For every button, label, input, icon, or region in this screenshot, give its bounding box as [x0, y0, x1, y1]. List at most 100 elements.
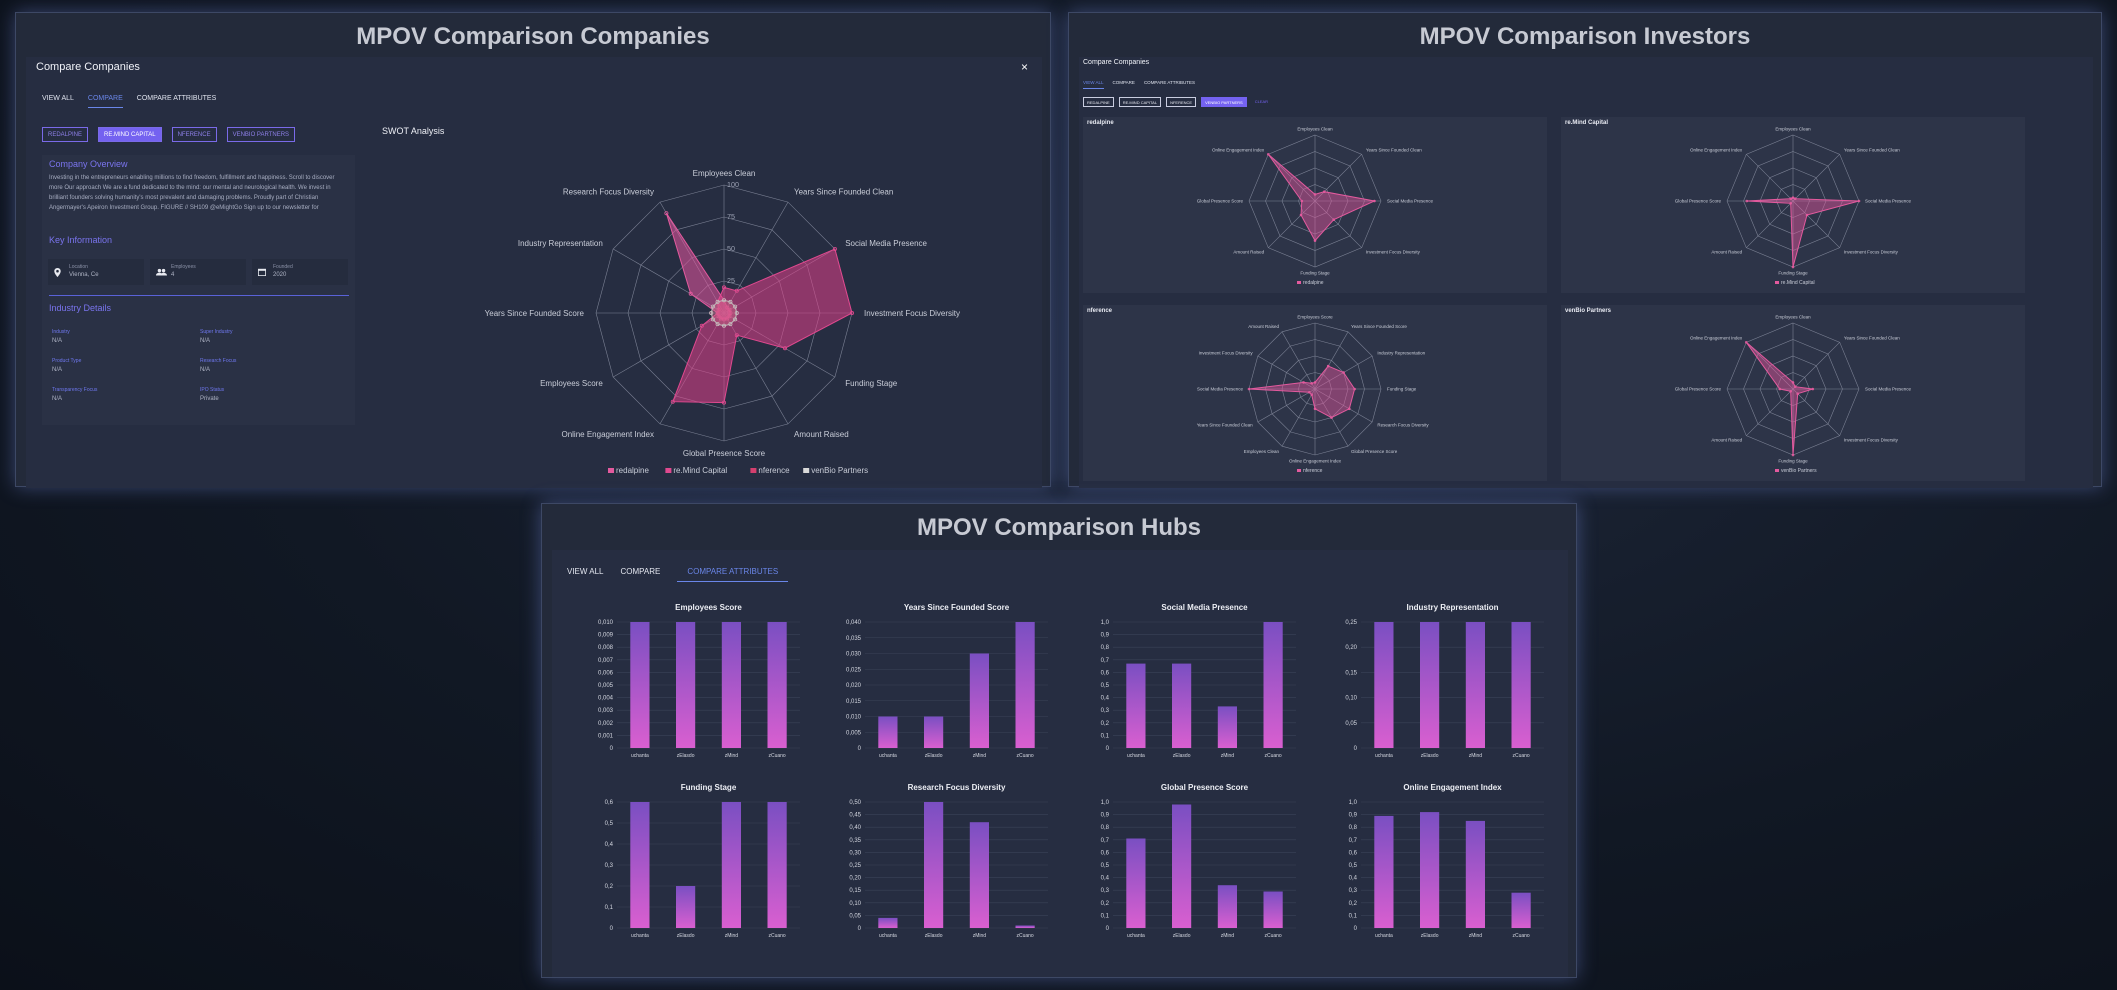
radar-point — [1789, 197, 1793, 200]
x-tick-label: zElasdo — [1421, 753, 1439, 759]
x-tick-label: zElasdo — [677, 753, 695, 759]
industry-heading: Industry Details — [49, 303, 112, 313]
bar-zelasdo — [1420, 812, 1440, 928]
tab-view-all[interactable]: VIEW ALL — [42, 95, 74, 102]
y-tick-label: 0,1 — [605, 905, 614, 911]
bar-zcuano — [767, 622, 787, 748]
y-tick-label: 0 — [610, 746, 614, 752]
bar-zmind — [721, 622, 741, 748]
hubs-panel-title: MPOV Comparison Hubs — [916, 514, 1202, 541]
bar-uchanta — [1126, 838, 1146, 928]
tab-compare-attributes[interactable]: COMPARE ATTRIBUTES — [136, 95, 217, 102]
radar-card-redalpine: redalpine Employees Clean Years Since Fou… — [1083, 117, 1547, 293]
chip-remind-capital[interactable]: RE.MIND CAPITAL — [1118, 97, 1162, 107]
y-tick-label: 0,020 — [846, 683, 862, 689]
y-tick-label: 0,1 — [1101, 913, 1110, 919]
legend-swatch — [608, 468, 614, 473]
x-tick-label: zCuano — [1264, 753, 1281, 759]
overview-text: Investing in the entrepreneurs enabling … — [49, 175, 335, 211]
radar-tick-label: 25 — [727, 276, 735, 285]
chart-title: Social Media Presence — [1161, 603, 1248, 612]
x-tick-label: zMind — [1221, 933, 1235, 939]
x-tick-label: zMind — [973, 753, 987, 759]
close-icon[interactable]: × — [1020, 60, 1028, 74]
radar-point — [709, 310, 714, 315]
bar-chart-years-since-founded-score: Years Since Founded Score 0,040 0,035 0,030… — [846, 603, 1048, 759]
chip-nference[interactable]: NFERENCE — [171, 127, 217, 142]
tab-compare-attributes[interactable]: COMPARE ATTRIBUTES — [1143, 80, 1196, 85]
bar-uchanta — [1374, 622, 1394, 748]
y-tick-label: 0,9 — [1101, 633, 1110, 639]
key-info-employees: Employees 4 — [150, 259, 246, 285]
chip-remind-capital[interactable]: RE.MIND CAPITAL — [98, 127, 162, 142]
chip-redalpine[interactable]: REDALPINE — [1083, 97, 1114, 107]
radar-axis-label: Investment Focus Diversity — [1844, 438, 1899, 443]
x-tick-label: zElasdo — [925, 753, 943, 759]
radar-point — [1794, 385, 1797, 388]
tab-compare[interactable]: COMPARE — [87, 95, 123, 108]
radar-point — [1267, 152, 1270, 156]
radar-axis-label: Years Since Founded Clean — [1844, 148, 1900, 153]
chip-venbio-partners[interactable]: VENBIO PARTNERS — [1201, 97, 1247, 107]
investors-panel-title: MPOV Comparison Investors — [1419, 23, 1751, 50]
x-tick-label: zMind — [973, 933, 987, 939]
industry-value: N/A — [52, 338, 63, 344]
radar-axis-label: Online Engagement Index — [561, 430, 654, 439]
radar-point — [1857, 199, 1861, 203]
radar-axis-label: Years Since Founded Score — [485, 309, 585, 318]
radar-point — [664, 211, 669, 216]
y-tick-label: 0 — [1354, 746, 1358, 752]
clear-button[interactable]: CLEAR — [1254, 99, 1269, 104]
ipo-status-label: IPO Status — [200, 387, 225, 393]
tab-view-all[interactable]: VIEW ALL — [567, 567, 604, 576]
radar-spoke — [1281, 331, 1316, 390]
tab-compare[interactable]: COMPARE — [620, 567, 661, 576]
chip-venbio-partners[interactable]: VENBIO PARTNERS — [226, 127, 296, 142]
legend-label-venbio-partners: venBio Partners — [811, 466, 868, 475]
radar-point — [733, 317, 738, 322]
radar-spoke — [1792, 342, 1840, 390]
y-tick-label: 0,35 — [849, 838, 861, 844]
bar-chart-research-focus-diversity: Research Focus Diversity 0,50 0,45 0,40 0,35… — [849, 783, 1048, 939]
y-tick-label: 0,005 — [598, 683, 614, 689]
radar-point — [1323, 190, 1326, 193]
y-tick-label: 0,2 — [1101, 901, 1110, 907]
y-tick-label: 0,9 — [1101, 813, 1110, 819]
y-tick-label: 1,0 — [1101, 620, 1110, 626]
radar-axis-label: Employees Score — [1297, 315, 1333, 320]
legend-label: redalpine — [1303, 280, 1324, 286]
bar-zelasdo — [1420, 622, 1440, 748]
y-tick-label: 0,030 — [846, 652, 862, 658]
radar-point — [1302, 381, 1305, 384]
tab-compare[interactable]: COMPARE — [1112, 80, 1135, 85]
y-tick-label: 1,0 — [1101, 800, 1110, 806]
bar-zmind — [969, 653, 989, 748]
radar-axis-label: Amount Raised — [1711, 438, 1742, 443]
x-tick-label: uchanta — [631, 933, 649, 939]
tab-compare-attributes[interactable]: COMPARE ATTRIBUTES — [677, 567, 789, 582]
y-tick-label: 0,20 — [1345, 645, 1357, 651]
radar-series-re-mind-capital — [672, 248, 853, 404]
chip-redalpine[interactable]: REDALPINE — [42, 127, 89, 142]
y-tick-label: 0,003 — [598, 708, 614, 714]
transparency-focus-value: N/A — [52, 396, 63, 402]
radar-axis-label: Global Presence Score — [1197, 199, 1244, 204]
tab-view-all[interactable]: VIEW ALL — [1083, 80, 1104, 89]
y-tick-label: 0,6 — [1101, 850, 1110, 856]
company-details-card: Company Overview Investing in the entrep… — [42, 155, 355, 425]
y-tick-label: 0,30 — [849, 850, 861, 856]
radar-point — [721, 285, 726, 290]
radar-axis-label: Years Since Founded Clean — [1197, 423, 1253, 428]
radar-point — [1791, 381, 1795, 384]
radar-tick-label: 75 — [727, 212, 735, 221]
chip-nference[interactable]: NFERENCE — [1166, 97, 1197, 107]
y-tick-label: 0,7 — [1349, 838, 1358, 844]
industry-label: Industry — [52, 329, 70, 335]
radar-axis-label: Funding Stage — [1387, 387, 1417, 392]
bar-uchanta — [878, 716, 898, 748]
y-tick-label: 0,3 — [1101, 888, 1110, 894]
radar-spoke — [1746, 342, 1794, 390]
radar-point — [728, 299, 733, 304]
key-info-founded: Founded 2020 — [252, 259, 348, 285]
founded-value: 2020 — [273, 272, 287, 278]
